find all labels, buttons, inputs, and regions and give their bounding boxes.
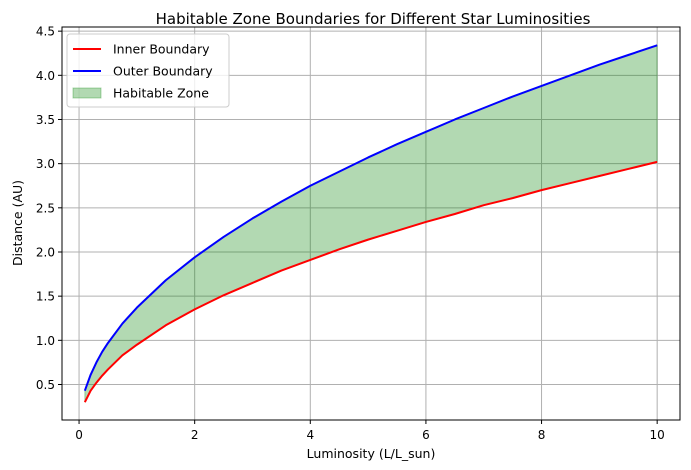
y-tick-label: 4.5 bbox=[36, 25, 55, 39]
x-tick-label: 6 bbox=[422, 428, 430, 442]
chart-title: Habitable Zone Boundaries for Different … bbox=[156, 10, 591, 28]
y-tick-label: 3.5 bbox=[36, 113, 55, 127]
legend-outer-boundary-label: Outer Boundary bbox=[113, 64, 213, 79]
legend: Inner Boundary Outer Boundary Habitable … bbox=[66, 33, 230, 108]
y-tick-label: 2.5 bbox=[36, 201, 55, 215]
x-tick-label: 0 bbox=[75, 428, 83, 442]
y-tick-label: 2.0 bbox=[36, 245, 55, 259]
y-axis-ticks: 0.5 1.0 1.5 2.0 2.5 3.0 3.5 4.0 4.5 bbox=[36, 25, 62, 392]
legend-habitable-zone-label: Habitable Zone bbox=[113, 86, 209, 101]
y-tick-label: 1.5 bbox=[36, 290, 55, 304]
grid-lines bbox=[62, 27, 680, 420]
y-tick-label: 3.0 bbox=[36, 157, 55, 171]
legend-habitable-zone-swatch bbox=[72, 87, 102, 99]
x-tick-label: 4 bbox=[306, 428, 314, 442]
plot-frame bbox=[61, 26, 681, 421]
y-tick-label: 1.0 bbox=[36, 334, 55, 348]
y-axis-label: Distance (AU) bbox=[10, 180, 25, 266]
inner-boundary-line bbox=[83, 160, 658, 403]
series-lines bbox=[83, 44, 658, 403]
y-tick-label: 0.5 bbox=[36, 378, 55, 392]
x-tick-label: 8 bbox=[538, 428, 546, 442]
y-tick-label: 4.0 bbox=[36, 69, 55, 83]
x-tick-label: 10 bbox=[650, 428, 665, 442]
x-axis-label: Luminosity (L/L_sun) bbox=[307, 446, 436, 461]
legend-inner-boundary-label: Inner Boundary bbox=[113, 42, 210, 57]
x-tick-label: 2 bbox=[191, 428, 199, 442]
legend-box bbox=[66, 33, 230, 108]
x-axis-ticks: 0 2 4 6 8 10 bbox=[75, 420, 665, 442]
outer-boundary-line bbox=[83, 44, 658, 392]
